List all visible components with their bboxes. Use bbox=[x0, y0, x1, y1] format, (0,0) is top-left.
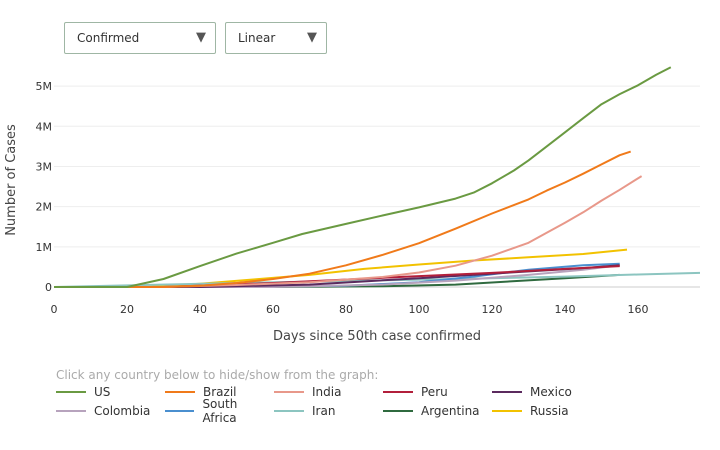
chevron-down-icon: ▼ bbox=[307, 30, 317, 45]
series-line-india bbox=[54, 175, 643, 288]
legend-swatch bbox=[492, 391, 522, 393]
x-tick-label: 60 bbox=[266, 303, 280, 316]
chevron-down-icon: ▼ bbox=[196, 30, 206, 45]
x-axis-title: Days since 50th case confirmed bbox=[273, 329, 481, 344]
metric-dropdown[interactable]: Confirmed ▼ bbox=[64, 22, 216, 54]
legend-swatch bbox=[383, 391, 413, 393]
series-line-brazil bbox=[54, 150, 632, 288]
legend-item-iran[interactable]: Iran bbox=[274, 403, 383, 419]
y-tick-label: 1M bbox=[36, 241, 53, 254]
legend-label: Brazil bbox=[203, 385, 237, 399]
metric-dropdown-value: Confirmed bbox=[77, 31, 140, 45]
legend-item-us[interactable]: US bbox=[56, 384, 165, 400]
y-tick-label: 5M bbox=[36, 80, 53, 93]
legend-label: Argentina bbox=[421, 404, 480, 418]
legend: US Brazil India Peru Mexico Colombia South Afr… bbox=[56, 384, 676, 425]
legend-item-india[interactable]: India bbox=[274, 384, 383, 400]
legend-item-colombia[interactable]: Colombia bbox=[56, 403, 165, 419]
legend-swatch bbox=[56, 391, 86, 393]
series-lines bbox=[53, 66, 701, 288]
y-tick-label: 4M bbox=[36, 120, 53, 133]
x-tick-label: 40 bbox=[193, 303, 207, 316]
x-axis-ticks: 0 20 40 60 80 100 120 140 160 bbox=[51, 303, 649, 316]
x-tick-label: 80 bbox=[339, 303, 353, 316]
legend-item-south-africa[interactable]: South Africa bbox=[165, 397, 274, 425]
legend-label: Peru bbox=[421, 385, 448, 399]
legend-label: India bbox=[312, 385, 342, 399]
x-tick-label: 120 bbox=[481, 303, 502, 316]
series-line-us bbox=[54, 66, 672, 288]
y-tick-label: 0 bbox=[45, 281, 52, 294]
legend-label: Colombia bbox=[94, 404, 151, 418]
x-tick-label: 20 bbox=[120, 303, 134, 316]
legend-hint: Click any country below to hide/show fro… bbox=[56, 368, 379, 382]
x-tick-label: 100 bbox=[408, 303, 429, 316]
legend-swatch bbox=[383, 410, 413, 412]
y-axis-title: Number of Cases bbox=[4, 124, 19, 236]
legend-item-mexico[interactable]: Mexico bbox=[492, 384, 601, 400]
series-line-colombia bbox=[54, 264, 620, 288]
x-tick-label: 0 bbox=[51, 303, 58, 316]
legend-label: Mexico bbox=[530, 385, 572, 399]
y-tick-label: 2M bbox=[36, 201, 53, 214]
legend-label: Iran bbox=[312, 404, 336, 418]
legend-item-brazil[interactable]: Brazil bbox=[165, 384, 274, 400]
scale-dropdown[interactable]: Linear ▼ bbox=[225, 22, 327, 54]
legend-swatch bbox=[56, 410, 86, 412]
x-tick-label: 160 bbox=[627, 303, 648, 316]
legend-swatch bbox=[274, 391, 304, 393]
legend-label: Russia bbox=[530, 404, 569, 418]
legend-item-peru[interactable]: Peru bbox=[383, 384, 492, 400]
legend-item-argentina[interactable]: Argentina bbox=[383, 403, 492, 419]
legend-swatch bbox=[165, 391, 195, 393]
x-tick-label: 140 bbox=[554, 303, 575, 316]
legend-item-russia[interactable]: Russia bbox=[492, 403, 601, 419]
legend-swatch bbox=[274, 410, 304, 412]
scale-dropdown-value: Linear bbox=[238, 31, 276, 45]
legend-label: US bbox=[94, 385, 111, 399]
legend-label: South Africa bbox=[202, 397, 238, 425]
y-tick-label: 3M bbox=[36, 160, 53, 173]
legend-swatch bbox=[165, 410, 195, 412]
line-chart: 0 1M 2M 3M 4M 5M 0 20 40 60 80 100 120 140 160 Number… bbox=[4, 66, 701, 344]
legend-swatch bbox=[492, 410, 522, 412]
y-axis-ticks: 0 1M 2M 3M 4M 5M bbox=[36, 80, 53, 294]
